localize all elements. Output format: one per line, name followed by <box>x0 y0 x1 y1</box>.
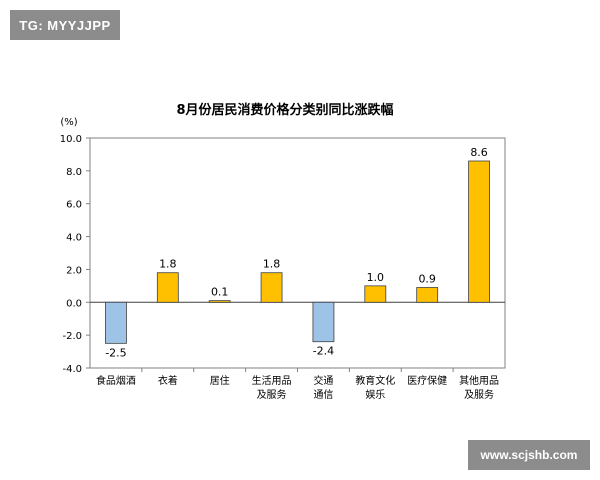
y-tick-label: 4.0 <box>66 233 82 244</box>
data-label: -2.5 <box>105 346 126 359</box>
bar <box>260 272 283 303</box>
x-category-label: 通信 <box>313 389 333 401</box>
data-label: 1.8 <box>159 258 177 271</box>
y-unit-label: (%) <box>60 117 77 128</box>
x-category-label: 交通 <box>313 374 333 387</box>
x-category-label: 及服务 <box>257 388 287 401</box>
x-category-label: 医疗保健 <box>407 374 447 387</box>
x-category-label: 衣着 <box>158 374 178 387</box>
y-tick-label: -2.0 <box>62 331 82 342</box>
data-label: 1.0 <box>367 271 385 284</box>
y-tick-label: 2.0 <box>66 265 82 276</box>
bar <box>468 160 490 303</box>
x-category-label: 教育文化 <box>355 374 395 387</box>
data-label: 0.9 <box>418 273 436 286</box>
y-tick-label: 6.0 <box>66 200 82 211</box>
x-category-label: 居住 <box>210 374 230 387</box>
bar <box>156 272 179 303</box>
y-tick-label: 0.0 <box>66 298 82 309</box>
plot-frame <box>89 137 506 369</box>
plot-area: 10.0 8.0 6.0 4.0 2.0 0.0 -2.0 -4.0 -2.5 食品烟酒 1.8 衣着… <box>60 134 506 401</box>
bar <box>312 301 335 343</box>
bar <box>416 287 439 303</box>
x-category-label: 娱乐 <box>365 388 385 401</box>
x-category-label: 其他用品 <box>459 374 499 387</box>
data-label: 0.1 <box>211 286 229 299</box>
data-label: -2.4 <box>313 345 334 358</box>
y-tick-label: 10.0 <box>60 134 82 145</box>
chart-title: 8月份居民消费价格分类别同比涨跌幅 <box>176 102 393 118</box>
watermark-site: www.scjshb.com <box>468 440 590 470</box>
y-tick-label: 8.0 <box>66 167 82 178</box>
x-category-label: 及服务 <box>464 388 494 401</box>
bar <box>208 300 231 303</box>
y-tick-label: -4.0 <box>62 364 82 375</box>
x-category-label: 食品烟酒 <box>96 374 136 387</box>
data-label: 8.6 <box>470 146 488 159</box>
data-label: 1.8 <box>263 258 281 271</box>
x-category-label: 生活用品 <box>252 374 292 387</box>
bar <box>364 285 387 303</box>
bar <box>105 301 127 344</box>
watermark-tag: TG: MYYJJPP <box>10 10 120 40</box>
